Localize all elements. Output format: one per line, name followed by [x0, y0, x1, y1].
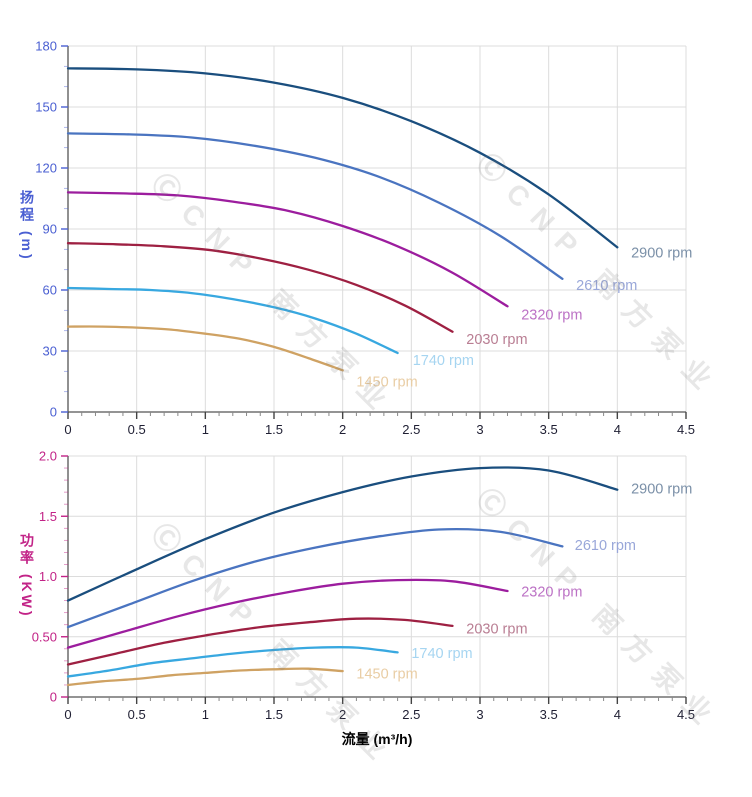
curve-2610-rpm	[66, 132, 564, 280]
curve-2030-rpm	[66, 242, 454, 333]
power-curve-chart: 0 0.5 1 1.5 2 2.5 3 3.5 4 4.5 0 0.50 1.0 1.5 2.0 2900 r…	[32, 449, 695, 723]
x-tick-label: 4	[614, 422, 621, 437]
y-tick-label: 30	[43, 344, 57, 359]
head-curve-chart: 0 0.5 1 1.5 2 2.5 3 3.5 4 4.5 0 30 60 90 120 150 180 2900…	[35, 39, 695, 438]
curve-2610-rpm	[66, 527, 564, 629]
y-tick-label: 120	[35, 161, 57, 176]
curve-label-1450-rpm: 1450 rpm	[356, 375, 417, 391]
power-axis-title: 功率 (KW)	[19, 533, 35, 619]
curve-2900-rpm	[66, 67, 619, 249]
x-tick-label: 1	[202, 422, 209, 437]
curve-1740-rpm	[66, 286, 399, 355]
y-tick-label: 1.5	[39, 509, 57, 524]
curve-label-2030-rpm: 2030 rpm	[466, 621, 527, 637]
curve-label-1740-rpm: 1740 rpm	[413, 353, 474, 369]
curve-2320-rpm	[66, 191, 509, 308]
y-tick-label: 90	[43, 222, 57, 237]
y-tick-label: 180	[35, 39, 57, 54]
curve-label-1740-rpm: 1740 rpm	[411, 646, 472, 662]
curve-label-2900-rpm: 2900 rpm	[631, 482, 692, 498]
flow-axis-title: 流量 (m³/h)	[341, 731, 413, 747]
x-tick-label: 1.5	[265, 707, 283, 722]
curve-label-2320-rpm: 2320 rpm	[521, 585, 582, 601]
x-tick-label: 3.5	[540, 707, 558, 722]
curve-1740-rpm	[66, 645, 399, 678]
x-tick-label: 2.5	[402, 422, 420, 437]
x-tick-label: 3	[476, 422, 483, 437]
y-tick-label: 150	[35, 100, 57, 115]
x-tick-label: 3	[476, 707, 483, 722]
x-tick-label: 2.5	[402, 707, 420, 722]
x-tick-label: 0	[64, 422, 71, 437]
x-tick-label: 4.5	[677, 422, 695, 437]
x-tick-label: 1	[202, 707, 209, 722]
curve-label-2030-rpm: 2030 rpm	[466, 332, 527, 348]
x-tick-label: 4	[614, 707, 621, 722]
curve-1450-rpm	[66, 667, 344, 687]
y-tick-label: 0.50	[32, 629, 57, 644]
x-tick-label: 1.5	[265, 422, 283, 437]
curve-2320-rpm	[66, 578, 509, 649]
head-axis-title: 扬程 (m)	[19, 190, 35, 262]
x-tick-label: 0	[64, 707, 71, 722]
curve-2900-rpm	[66, 466, 619, 602]
curve-1450-rpm	[66, 325, 344, 372]
y-tick-label: 0	[50, 690, 57, 705]
curve-label-2610-rpm: 2610 rpm	[576, 278, 637, 294]
y-tick-label: 1.0	[39, 569, 57, 584]
x-tick-label: 2	[339, 707, 346, 722]
curve-label-1450-rpm: 1450 rpm	[356, 667, 417, 683]
curve-label-2900-rpm: 2900 rpm	[631, 245, 692, 261]
y-tick-label: 60	[43, 283, 57, 298]
x-tick-label: 3.5	[540, 422, 558, 437]
x-tick-label: 4.5	[677, 707, 695, 722]
y-tick-label: 0	[50, 405, 57, 420]
curve-label-2320-rpm: 2320 rpm	[521, 307, 582, 323]
y-tick-label: 2.0	[39, 449, 57, 464]
curve-2030-rpm	[66, 617, 454, 666]
x-tick-label: 0.5	[128, 422, 146, 437]
x-tick-label: 2	[339, 422, 346, 437]
curve-label-2610-rpm: 2610 rpm	[575, 538, 636, 554]
x-tick-label: 0.5	[128, 707, 146, 722]
